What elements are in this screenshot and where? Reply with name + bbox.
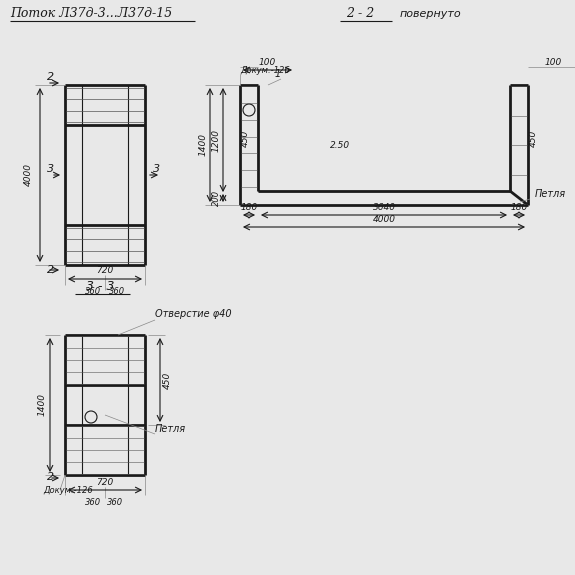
Text: повернуто: повернуто <box>400 9 462 19</box>
Text: Докум.-126: Докум.-126 <box>240 66 290 75</box>
Text: 720: 720 <box>97 478 114 487</box>
Text: 1200: 1200 <box>212 128 221 151</box>
Text: 2 - 2: 2 - 2 <box>346 7 374 20</box>
Text: Поток Л37д-3...Л37д-15: Поток Л37д-3...Л37д-15 <box>10 7 172 20</box>
Text: 100: 100 <box>545 58 562 67</box>
Text: 360: 360 <box>85 498 101 507</box>
Text: 3 - 3: 3 - 3 <box>86 280 114 293</box>
Text: 100: 100 <box>258 58 275 67</box>
Text: 200: 200 <box>212 190 221 206</box>
Text: Петля: Петля <box>535 189 566 199</box>
Text: 3: 3 <box>153 164 160 174</box>
Text: 180: 180 <box>240 203 258 212</box>
Text: 2: 2 <box>47 72 54 82</box>
Text: 3: 3 <box>47 164 54 174</box>
Text: 720: 720 <box>97 266 114 275</box>
Text: 360: 360 <box>109 287 125 296</box>
Text: 2.50: 2.50 <box>330 140 350 150</box>
Text: Отверстие φ40: Отверстие φ40 <box>155 309 232 319</box>
Text: 1: 1 <box>275 69 281 79</box>
Text: 4000: 4000 <box>373 215 396 224</box>
Text: 1400: 1400 <box>199 133 208 156</box>
Text: 1400: 1400 <box>38 393 47 416</box>
Text: 450: 450 <box>529 129 538 147</box>
Text: 360: 360 <box>107 498 123 507</box>
Text: 2: 2 <box>47 265 54 275</box>
Text: Докум.-126: Докум.-126 <box>43 486 93 495</box>
Text: 180: 180 <box>511 203 528 212</box>
Text: 450: 450 <box>163 371 172 389</box>
Text: 2: 2 <box>47 472 54 482</box>
Text: 3640: 3640 <box>373 203 396 212</box>
Text: 450: 450 <box>241 129 250 147</box>
Text: 4000: 4000 <box>24 163 33 186</box>
Text: 360: 360 <box>85 287 101 296</box>
Text: Петля: Петля <box>155 424 186 434</box>
